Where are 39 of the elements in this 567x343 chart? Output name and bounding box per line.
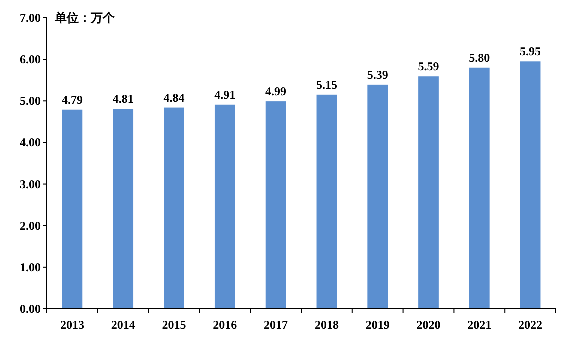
y-tick-label: 2.00 [20,218,41,233]
data-label: 4.84 [164,90,185,105]
y-tick-label: 4.00 [20,136,41,150]
bar [113,109,134,309]
data-label: 4.99 [266,84,287,99]
data-label: 5.95 [520,44,542,59]
data-label: 5.39 [367,68,388,82]
bar [214,104,236,309]
bar [418,76,439,309]
x-tick-label: 2016 [213,318,238,332]
y-tick-label: 6.00 [20,52,41,67]
x-tick-label: 2013 [60,318,84,332]
x-tick-label: 2018 [314,318,339,332]
y-tick-label: 3.00 [20,177,41,192]
bar [266,102,286,309]
bar [164,108,184,309]
bar [316,94,338,309]
x-tick-label: 2019 [366,318,390,332]
x-tick-label: 2015 [162,318,186,332]
bar [520,62,541,309]
data-label: 5.15 [316,78,338,92]
bar [62,110,83,309]
x-tick-label: 2014 [111,318,136,332]
data-label: 4.91 [214,88,236,102]
x-tick-label: 2021 [468,318,492,332]
bar [368,84,388,309]
y-tick-label: 1.00 [20,260,41,274]
y-tick-label: 0.00 [20,302,41,316]
data-label: 4.81 [112,92,134,106]
x-tick-label: 2022 [518,318,543,332]
annotation: 单位：万个 [54,11,116,25]
y-tick-label: 7.00 [20,11,41,25]
y-tick-label: 5.00 [20,94,41,108]
data-label: 5.59 [418,60,440,74]
x-tick-label: 2020 [416,318,441,332]
data-label: 4.79 [62,92,83,107]
bar [469,68,490,309]
x-tick-label: 2017 [264,318,288,332]
data-label: 5.80 [469,50,490,65]
